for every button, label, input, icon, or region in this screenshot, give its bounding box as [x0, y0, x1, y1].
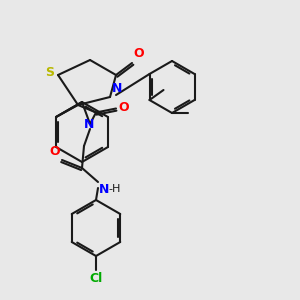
- Text: N: N: [99, 183, 110, 196]
- Text: S: S: [45, 67, 54, 80]
- Text: Cl: Cl: [89, 272, 103, 285]
- Text: O: O: [133, 47, 144, 60]
- Text: O: O: [118, 101, 129, 114]
- Text: O: O: [50, 145, 60, 158]
- Text: N: N: [112, 82, 122, 95]
- Text: N: N: [84, 118, 94, 131]
- Text: -H: -H: [108, 184, 120, 194]
